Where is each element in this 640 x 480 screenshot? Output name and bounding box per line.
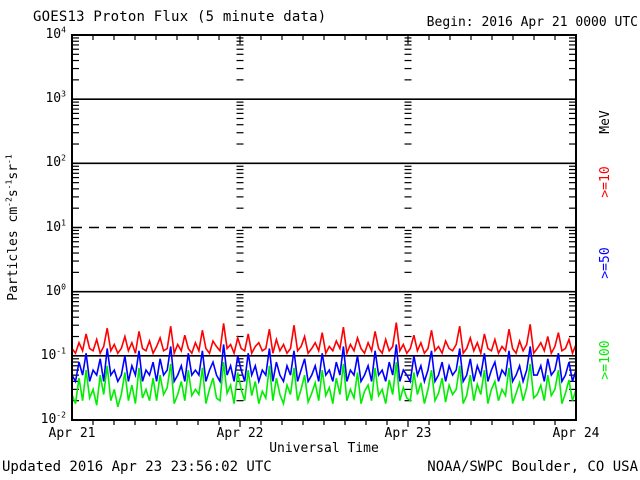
x-axis-title: Universal Time <box>269 441 379 456</box>
plot-frame <box>71 34 577 421</box>
credit-label: NOAA/SWPC Boulder, CO USA <box>427 459 638 475</box>
updated-timestamp: Updated 2016 Apr 23 23:56:02 UTC <box>2 459 272 475</box>
y-tick-label: 100 <box>45 282 66 299</box>
begin-time-label: Begin: 2016 Apr 21 0000 UTC <box>426 15 638 30</box>
series--50-mev <box>71 344 577 385</box>
x-tick-label: Apr 24 <box>552 426 600 441</box>
y-tick-label: 103 <box>45 89 66 107</box>
y-tick-label: 10-1 <box>40 346 66 363</box>
y-tick-label: 101 <box>45 218 66 235</box>
y-tick-label: 104 <box>45 25 66 42</box>
legend-series-label: >=10 <box>598 166 613 198</box>
chart-title: GOES13 Proton Flux (5 minute data) <box>33 9 327 25</box>
series--100-mev <box>71 362 577 408</box>
series--10-mev <box>71 322 577 357</box>
x-tick-label: Apr 22 <box>216 426 264 441</box>
x-tick-label: Apr 21 <box>48 426 96 441</box>
x-tick-label: Apr 23 <box>384 426 432 441</box>
y-axis-title: Particles cm-2s-1sr-1 <box>4 154 21 301</box>
legend-series-label: >=100 <box>598 340 613 380</box>
y-tick-label: 10-2 <box>40 410 66 427</box>
y-tick-label: 102 <box>45 154 66 171</box>
legend-series-label: >=50 <box>598 247 613 279</box>
